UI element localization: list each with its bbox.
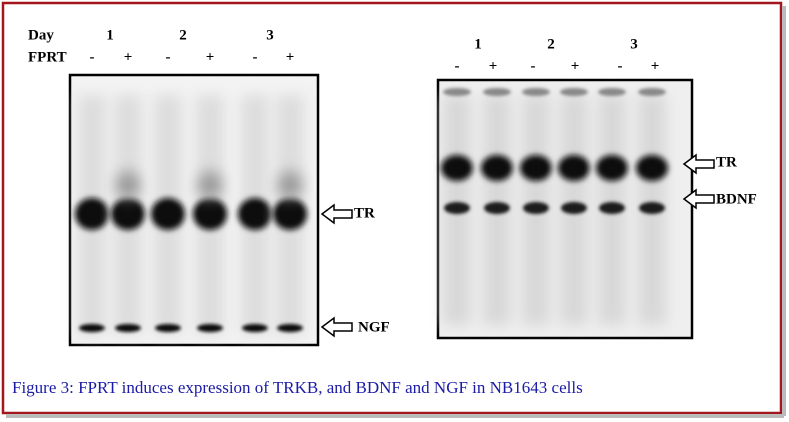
lane-sign: - bbox=[166, 49, 171, 65]
lane-sign: + bbox=[286, 49, 295, 65]
band bbox=[599, 202, 625, 214]
band bbox=[441, 155, 473, 181]
day-number: 1 bbox=[106, 27, 114, 43]
lane-sign: + bbox=[124, 49, 133, 65]
band bbox=[238, 198, 272, 230]
band-top bbox=[598, 88, 626, 96]
arrow bbox=[320, 203, 353, 225]
lane-sign: + bbox=[489, 58, 498, 74]
band-label: NGF bbox=[358, 319, 390, 335]
treatment-label: FPRT bbox=[28, 49, 67, 65]
band bbox=[193, 198, 227, 230]
band-top bbox=[560, 88, 588, 96]
lane-sign: + bbox=[571, 58, 580, 74]
day-number: 1 bbox=[474, 36, 482, 52]
band-label: TR bbox=[354, 205, 375, 221]
band-top bbox=[483, 88, 511, 96]
band bbox=[79, 324, 105, 332]
lane-sign: + bbox=[206, 49, 215, 65]
band-smear bbox=[198, 171, 222, 199]
lane-sign: - bbox=[253, 49, 258, 65]
band-label: TR bbox=[716, 154, 737, 170]
day-number: 3 bbox=[266, 27, 274, 43]
day-number: 2 bbox=[179, 27, 187, 43]
arrow bbox=[682, 188, 715, 210]
band-smear bbox=[116, 171, 140, 199]
band bbox=[596, 155, 628, 181]
band bbox=[444, 202, 470, 214]
band bbox=[558, 155, 590, 181]
band bbox=[523, 202, 549, 214]
band bbox=[155, 324, 181, 332]
lane-sign: - bbox=[531, 58, 536, 74]
band bbox=[75, 198, 109, 230]
band bbox=[197, 324, 223, 332]
band bbox=[561, 202, 587, 214]
lane-sign: - bbox=[618, 58, 623, 74]
band bbox=[115, 324, 141, 332]
caption: Figure 3: FPRT induces expression of TRK… bbox=[12, 378, 583, 397]
band-smear bbox=[278, 171, 302, 199]
band bbox=[484, 202, 510, 214]
band bbox=[520, 155, 552, 181]
arrow bbox=[682, 153, 715, 175]
day-number: 2 bbox=[547, 36, 555, 52]
band-top bbox=[443, 88, 471, 96]
day-number: 3 bbox=[630, 36, 638, 52]
band bbox=[481, 155, 513, 181]
arrow bbox=[320, 316, 353, 338]
band bbox=[111, 198, 145, 230]
band bbox=[636, 155, 668, 181]
lane-sign: - bbox=[455, 58, 460, 74]
day-label: Day bbox=[28, 27, 54, 43]
band bbox=[242, 324, 268, 332]
band bbox=[277, 324, 303, 332]
band-top bbox=[522, 88, 550, 96]
band bbox=[273, 198, 307, 230]
band bbox=[639, 202, 665, 214]
band-label: BDNF bbox=[716, 191, 757, 207]
band-top bbox=[638, 88, 666, 96]
lane-sign: - bbox=[90, 49, 95, 65]
lane-sign: + bbox=[651, 58, 660, 74]
band bbox=[151, 198, 185, 230]
